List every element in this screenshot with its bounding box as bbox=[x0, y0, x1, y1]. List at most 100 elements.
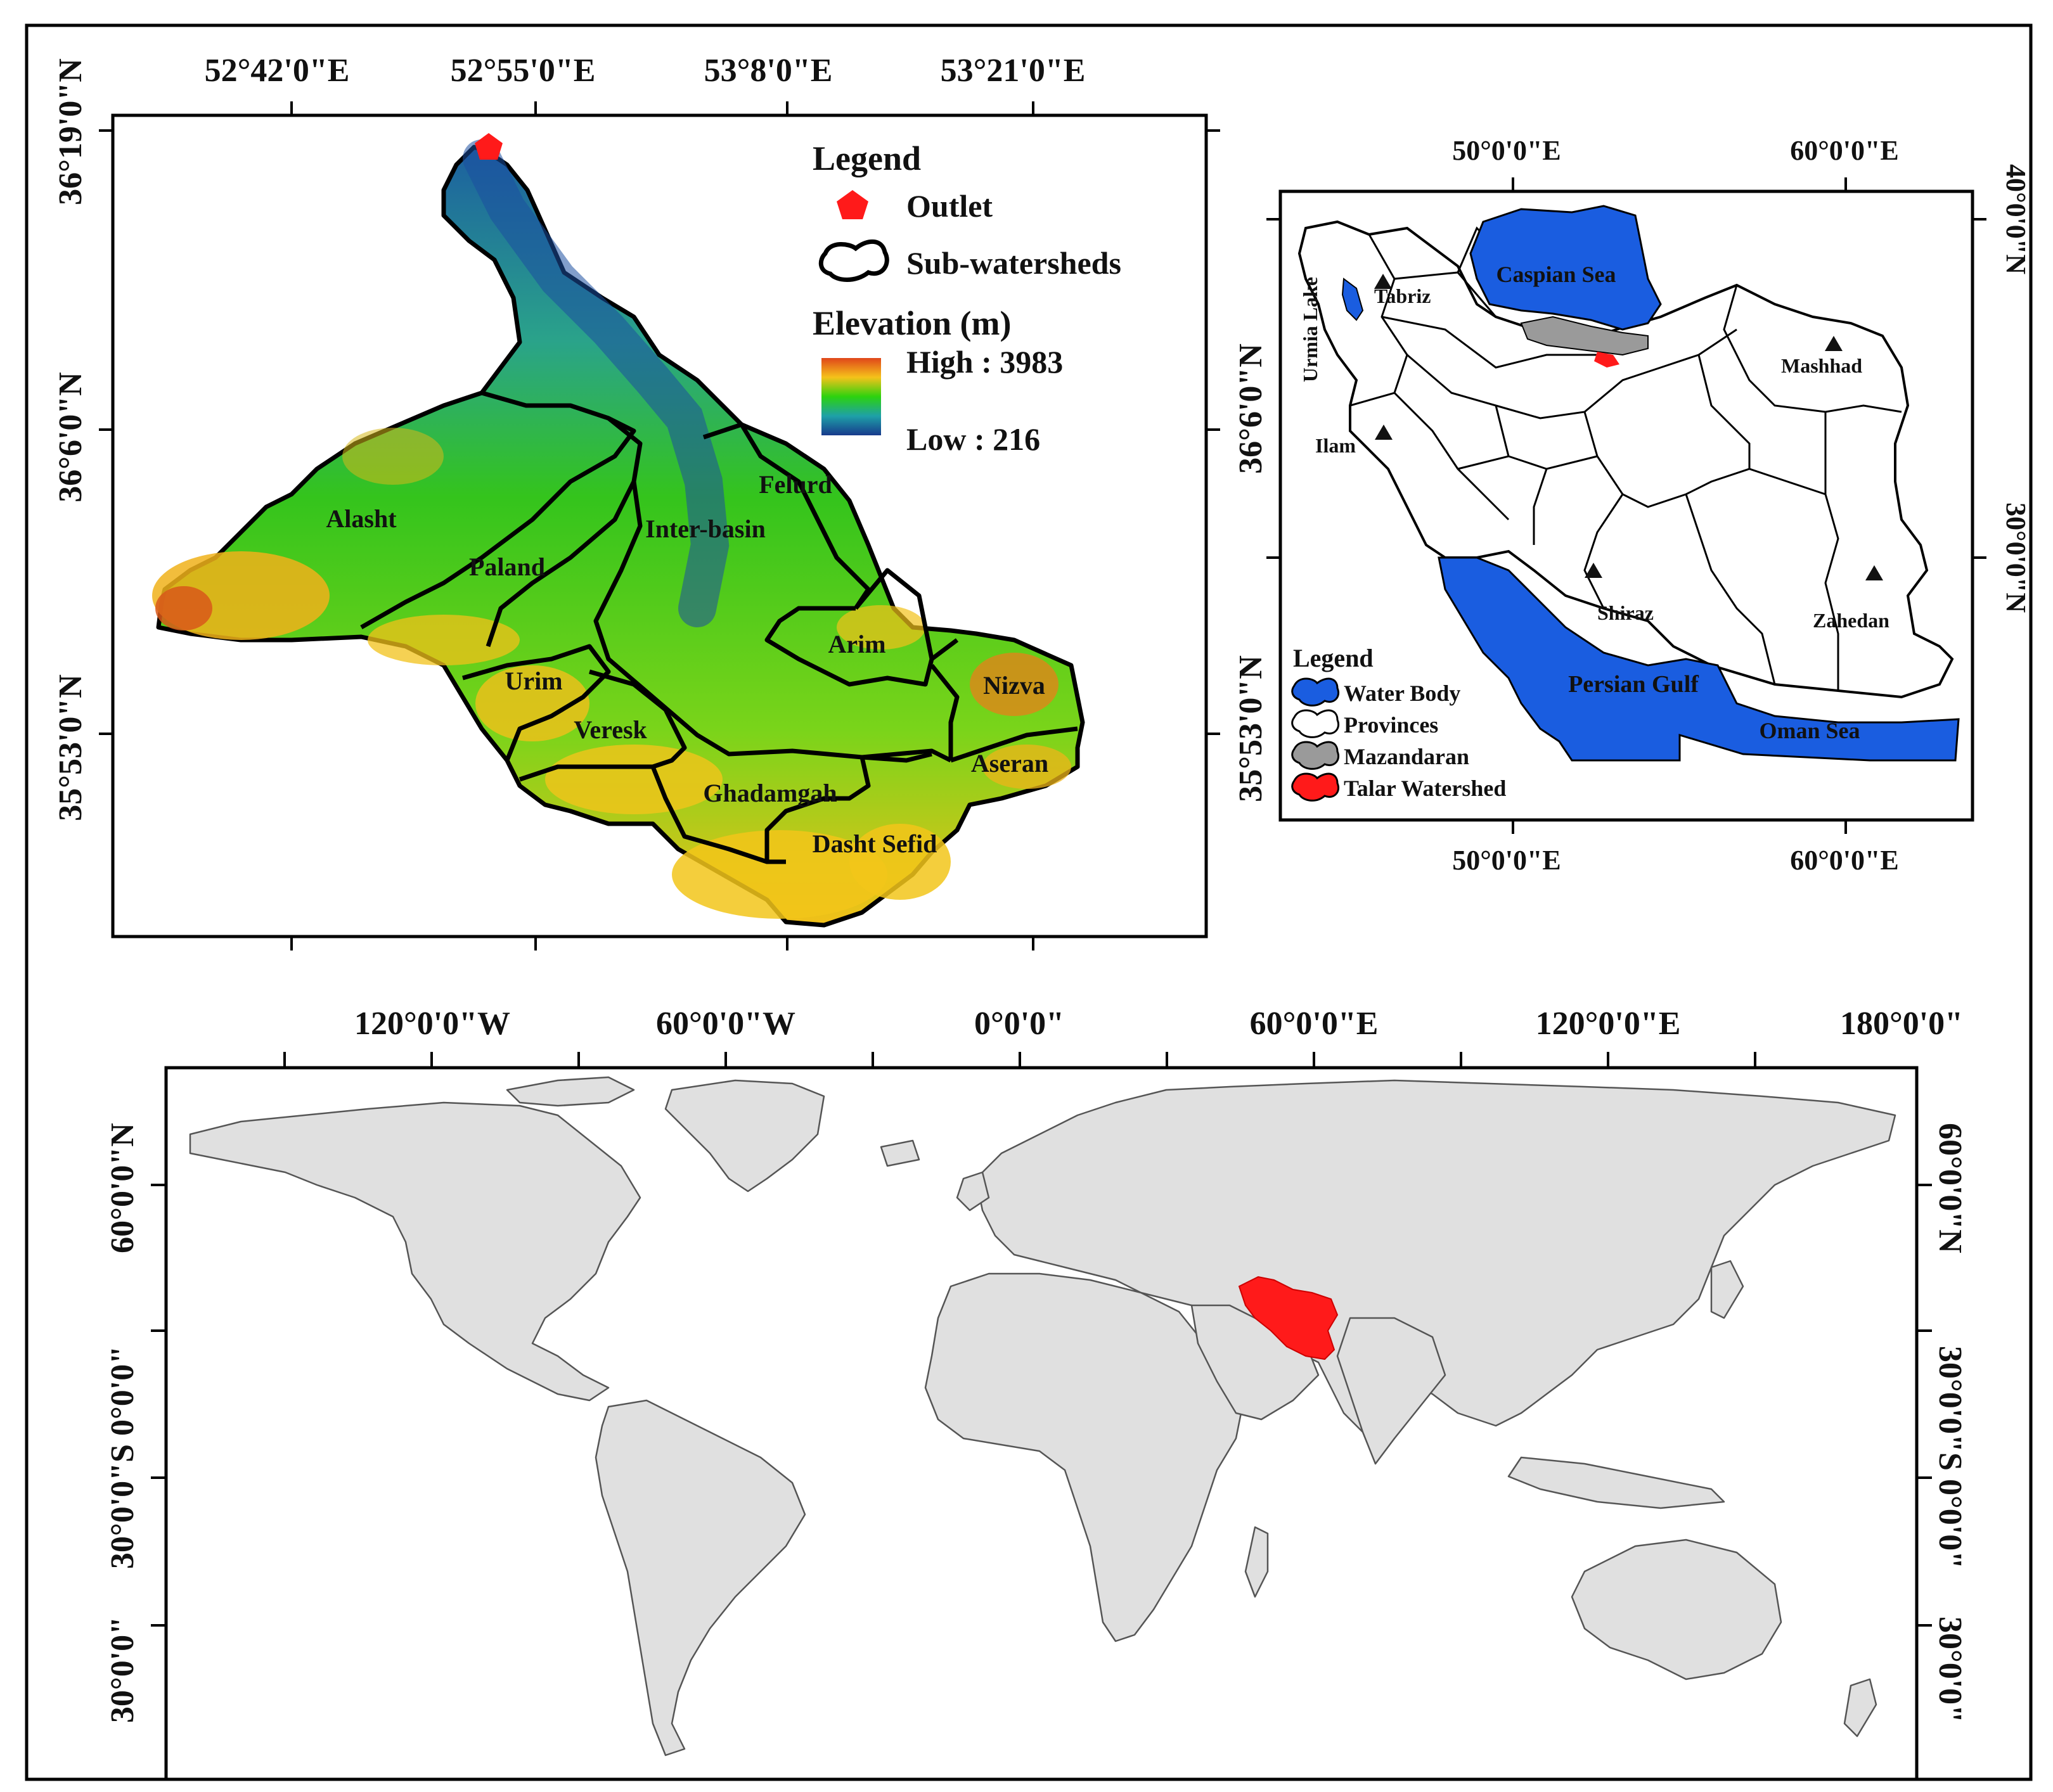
city-marker-shiraz bbox=[1585, 563, 1602, 578]
city-label-ilam: Ilam bbox=[1315, 434, 1356, 457]
legend-subwatershed-label: Sub-watersheds bbox=[906, 245, 1121, 281]
legend-mazandaran-icon bbox=[1291, 741, 1339, 770]
australia bbox=[1571, 1539, 1782, 1680]
c-top-tick-6: 180°0'0" bbox=[1840, 1006, 1963, 1042]
legend-elevation-title: Elevation (m) bbox=[813, 304, 1011, 342]
label-oman-sea: Oman Sea bbox=[1759, 718, 1860, 743]
c-top-tick-4: 60°0'0"E bbox=[1250, 1006, 1379, 1042]
label-veresk: Veresk bbox=[574, 715, 647, 744]
legend-mazandaran-label: Mazandaran bbox=[1344, 744, 1469, 769]
label-arim: Arim bbox=[828, 630, 885, 658]
a-top-tick-1: 52°42'0"E bbox=[205, 53, 350, 89]
city-marker-zahedan bbox=[1865, 565, 1883, 580]
legend-outlet-icon bbox=[837, 190, 868, 219]
b-left-tick-1: 36°6'0"N bbox=[1233, 343, 1269, 474]
label-aseran: Aseran bbox=[971, 749, 1048, 778]
label-ghadamgah: Ghadamgah bbox=[703, 779, 837, 807]
label-nizva: Nizva bbox=[983, 671, 1045, 700]
panel-iran-ticks bbox=[1266, 177, 1986, 834]
legend-talar-label: Talar Watershed bbox=[1344, 776, 1506, 801]
outlet-marker bbox=[475, 133, 503, 160]
b-right-tick-1: 40°0'0"N bbox=[2000, 164, 2031, 274]
new-zealand bbox=[1843, 1678, 1877, 1738]
legend-provinces-label: Provinces bbox=[1344, 712, 1438, 738]
legend-water-label: Water Body bbox=[1344, 681, 1460, 706]
label-felurd: Felurd bbox=[759, 470, 832, 499]
a-top-tick-4: 53°21'0"E bbox=[941, 53, 1086, 89]
c-right-tick-1: 60°0'0"N bbox=[1932, 1123, 1968, 1253]
panel-world: 120°0'0"W 60°0'0"W 0°0'0" 60°0'0"E 120°0… bbox=[105, 1006, 1968, 1781]
india bbox=[1336, 1317, 1446, 1465]
c-left-tick-2: 30°0'0" bbox=[105, 1616, 141, 1723]
c-top-tick-5: 120°0'0"E bbox=[1536, 1006, 1681, 1042]
urmia-lake bbox=[1341, 278, 1364, 321]
mazandaran bbox=[1520, 316, 1649, 356]
b-top-tick-2: 60°0'0"E bbox=[1790, 135, 1899, 166]
panel-iran: 50°0'0"E 60°0'0"E 50°0'0"E 60°0'0"E 36°6… bbox=[1233, 135, 2031, 876]
iceland bbox=[880, 1139, 920, 1167]
b-right-tick-2: 30°0'0"N bbox=[2000, 502, 2031, 613]
c-right-tick-3: 30°0'0"S 0°0'0" bbox=[1932, 1346, 1968, 1569]
city-label-tabriz: Tabriz bbox=[1374, 285, 1431, 307]
greenland bbox=[664, 1079, 825, 1193]
label-alasht: Alasht bbox=[326, 504, 397, 533]
watershed-legend: Legend Outlet Sub-watersheds Elevation (… bbox=[813, 139, 1121, 457]
c-left-tick-3: 30°0'0"S 0°0'0" bbox=[105, 1346, 141, 1569]
legend-provinces-icon bbox=[1291, 709, 1339, 738]
subwatershed-boundaries bbox=[360, 390, 1078, 864]
indonesia bbox=[1507, 1456, 1725, 1509]
label-inter-basin: Inter-basin bbox=[645, 515, 766, 543]
province-lines bbox=[1349, 226, 1902, 691]
label-dasht-sefid: Dasht Sefid bbox=[813, 829, 937, 858]
c-right-tick-2: 30°0'0" bbox=[1932, 1616, 1968, 1723]
label-persian-gulf: Persian Gulf bbox=[1568, 671, 1699, 698]
label-caspian-sea: Caspian Sea bbox=[1496, 262, 1616, 287]
japan bbox=[1710, 1260, 1744, 1319]
a-left-tick-2: 36°6'0"N bbox=[53, 372, 89, 502]
iran-highlight bbox=[1238, 1276, 1339, 1360]
city-marker-mashhad bbox=[1825, 336, 1843, 351]
legend-outlet-label: Outlet bbox=[906, 188, 993, 224]
b-top-tick-1: 50°0'0"E bbox=[1452, 135, 1561, 166]
madagascar bbox=[1244, 1526, 1269, 1598]
b-bottom-tick-1: 50°0'0"E bbox=[1452, 845, 1561, 876]
label-urmia-lake: Urmia Lake bbox=[1299, 277, 1322, 382]
c-top-tick-3: 0°0'0" bbox=[974, 1006, 1064, 1042]
b-bottom-tick-2: 60°0'0"E bbox=[1790, 845, 1899, 876]
iran-legend-title: Legend bbox=[1293, 644, 1374, 672]
panel-watershed: 52°42'0"E 52°55'0"E 53°8'0"E 53°21'0"E 3… bbox=[53, 53, 1220, 950]
watershed-legend-title: Legend bbox=[813, 139, 921, 177]
city-label-zahedan: Zahedan bbox=[1813, 609, 1889, 632]
city-label-shiraz: Shiraz bbox=[1597, 601, 1654, 624]
panel-watershed-ticks bbox=[99, 101, 1220, 950]
a-top-tick-2: 52°55'0"E bbox=[451, 53, 596, 89]
c-top-tick-2: 60°0'0"W bbox=[656, 1006, 795, 1042]
a-left-tick-3: 35°53'0"N bbox=[53, 674, 89, 821]
arctic-islands bbox=[506, 1076, 635, 1107]
legend-elevation-high: High : 3983 bbox=[906, 344, 1063, 380]
iran-legend: Legend Water Body Provinces Mazandaran T… bbox=[1291, 644, 1506, 802]
city-markers bbox=[1374, 274, 1883, 580]
caspian-sea bbox=[1469, 205, 1662, 331]
city-marker-ilam bbox=[1375, 425, 1393, 440]
africa bbox=[924, 1272, 1244, 1642]
legend-subwatershed-icon bbox=[818, 239, 889, 282]
watershed-dem bbox=[152, 139, 1085, 928]
label-urim: Urim bbox=[505, 667, 562, 695]
talar-watershed bbox=[1594, 352, 1619, 368]
city-marker-tabriz bbox=[1374, 274, 1392, 289]
c-top-tick-1: 120°0'0"W bbox=[354, 1006, 510, 1042]
a-left-tick-1: 36°19'0"N bbox=[53, 58, 89, 205]
world-landmasses bbox=[189, 1076, 1896, 1757]
a-top-tick-3: 53°8'0"E bbox=[704, 53, 833, 89]
british-isles bbox=[956, 1171, 990, 1212]
elevation-colorbar bbox=[821, 358, 881, 435]
south-america bbox=[595, 1399, 806, 1757]
panel-world-ticks bbox=[151, 1052, 1932, 1627]
persian-gulf bbox=[1438, 556, 1960, 762]
legend-water-icon bbox=[1291, 677, 1339, 707]
legend-talar-icon bbox=[1291, 772, 1339, 802]
c-left-tick-1: 60°0'0"N bbox=[105, 1123, 141, 1253]
legend-elevation-low: Low : 216 bbox=[906, 421, 1040, 457]
